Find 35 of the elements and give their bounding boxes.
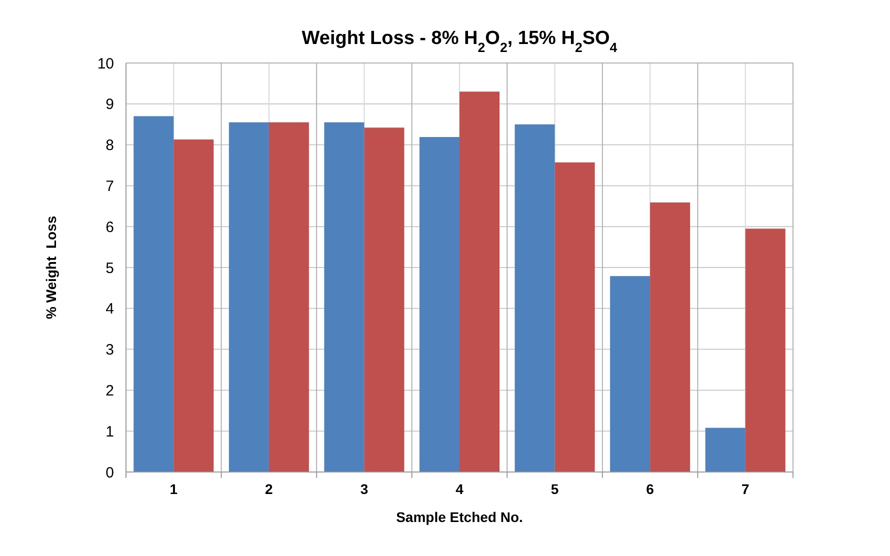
bar (554, 162, 595, 472)
bar (174, 139, 214, 472)
y-tick-label: 0 (106, 464, 114, 482)
y-axis-title: % Weight Loss (43, 216, 59, 320)
bar (650, 202, 690, 472)
x-tick-label: 7 (741, 481, 750, 497)
y-tick-label: 6 (106, 218, 114, 236)
x-axis-title: Sample Etched No. (396, 509, 523, 525)
chart-title: Weight Loss - 8% H$_{2}$O$_{2}$, 15% H$_{2}$SO$_{4}$ (302, 28, 618, 54)
bar (610, 276, 650, 472)
bar (228, 122, 269, 472)
bar (705, 428, 746, 472)
y-tick-label: 3 (106, 342, 114, 359)
bar (745, 228, 786, 472)
bar (419, 137, 460, 472)
y-tick-label: 10 (97, 55, 114, 72)
y-tick-label: 4 (106, 300, 114, 318)
bar (324, 122, 364, 472)
bar (364, 128, 404, 472)
bar (514, 124, 555, 472)
y-tick-label: 1 (106, 423, 114, 440)
bar (134, 116, 174, 472)
bar (268, 122, 309, 472)
x-tick-label: 5 (550, 481, 559, 497)
x-tick-label: 6 (646, 481, 654, 497)
y-tick-label: 2 (106, 382, 114, 400)
x-tick-label: 2 (265, 481, 274, 497)
x-tick-label: 1 (170, 481, 178, 497)
bar (460, 92, 500, 472)
y-tick-label: 7 (106, 178, 114, 195)
y-tick-label: 8 (106, 137, 114, 154)
y-tick-label: 5 (106, 260, 114, 277)
x-tick-label: 3 (360, 481, 368, 497)
y-tick-label: 9 (106, 96, 114, 114)
x-tick-label: 4 (456, 481, 464, 497)
